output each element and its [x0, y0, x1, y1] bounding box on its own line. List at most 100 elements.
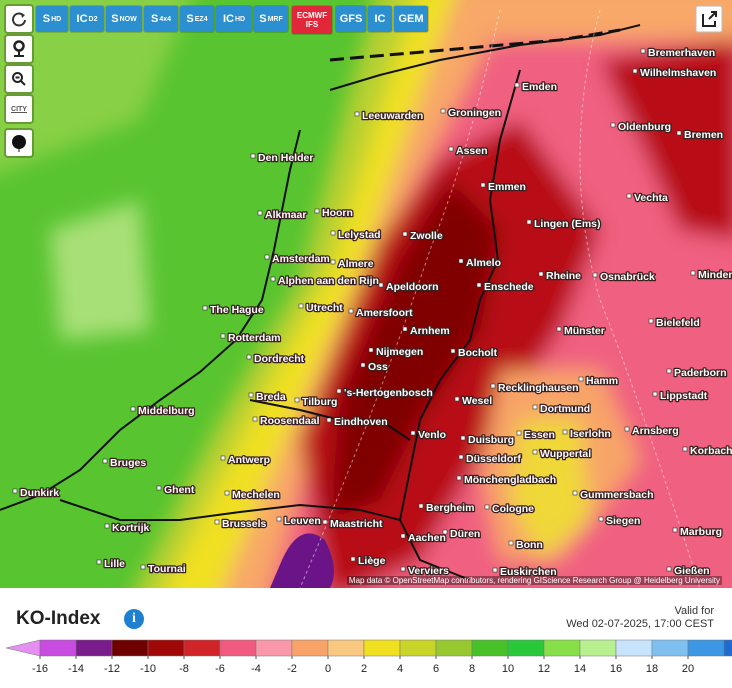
city-dot: [490, 383, 496, 389]
city-dot: [508, 540, 514, 546]
city-label: Bremerhaven: [648, 47, 715, 59]
city-label: Lippstadt: [660, 390, 708, 402]
city-dot: [418, 503, 424, 509]
city-label: Düsseldorf: [466, 453, 521, 465]
city-label: Dortmund: [540, 403, 590, 415]
refresh-button[interactable]: [6, 6, 32, 32]
marker-icon: [12, 135, 26, 152]
city-label: Alphen aan den Rijn: [278, 275, 379, 287]
city-label: Kortrijk: [112, 522, 150, 534]
city-label: Gießen: [674, 565, 710, 577]
scale-segment: [579, 639, 617, 657]
city-label: Assen: [456, 145, 488, 157]
city-label: Verviers: [408, 565, 449, 577]
marker-button[interactable]: [6, 130, 32, 156]
legend-scale: -16 -14 -12 -10 -8 -6 -4 -2 0 2 4 6 8 10 12 14 16 18 20: [5, 639, 732, 675]
model-button[interactable]: GFS: [336, 6, 366, 32]
city-label: Den Helder: [258, 152, 313, 164]
city-dot: [456, 475, 462, 481]
zoom-button[interactable]: [6, 66, 32, 92]
city-dot: [492, 567, 498, 573]
model-button[interactable]: IC D2: [70, 6, 104, 32]
scale-tick-label: 16: [610, 663, 622, 675]
city-dot: [460, 435, 466, 441]
legend-title: KO-Index: [16, 608, 101, 629]
scale-tick-label: 6: [433, 663, 439, 675]
map[interactable]: Bremerhaven Wilhelmshaven Emden Oldenburg Br…: [0, 0, 732, 588]
model-button[interactable]: S 4x4: [144, 6, 178, 32]
city-toggle[interactable]: CITY: [6, 96, 32, 122]
city-label: Nijmegen: [376, 346, 423, 358]
share-button[interactable]: [695, 5, 723, 33]
city-label: Marburg: [680, 526, 722, 538]
city-dot: [458, 454, 464, 460]
model-name: ECMWF: [296, 11, 328, 20]
city-dot: [598, 516, 604, 522]
city-dot: [448, 146, 454, 152]
city-label: Korbach: [690, 445, 732, 457]
city-dot: [640, 48, 646, 54]
locate-button[interactable]: [6, 36, 32, 62]
city-dot: [626, 193, 632, 199]
city-dot: [476, 282, 482, 288]
city-label: The Hague: [210, 304, 264, 316]
scale-segment: [435, 639, 473, 657]
scale-segment: [723, 639, 732, 657]
city-dot: [276, 516, 282, 522]
city-label: Emmen: [488, 181, 526, 193]
city-dot: [156, 485, 162, 491]
city-dot: [130, 406, 136, 412]
model-button[interactable]: GEM: [394, 6, 428, 32]
city-label: Paderborn: [674, 367, 727, 379]
scale-tick-label: -10: [140, 663, 156, 675]
city-dot: [538, 271, 544, 277]
ko-index-field: [0, 0, 732, 588]
scale-segment: [183, 639, 221, 657]
scale-tick-label: -14: [68, 663, 84, 675]
city-dot: [440, 108, 446, 114]
model-name: S: [150, 13, 159, 25]
city-label: Middelburg: [138, 405, 195, 417]
city-dot: [480, 182, 486, 188]
city-label: Roosendaal: [260, 415, 320, 427]
zoom-icon: [12, 72, 26, 86]
scale-tick-label: 18: [646, 663, 658, 675]
city-dot: [400, 533, 406, 539]
model-button[interactable]: S NOW: [106, 6, 142, 32]
city-label: Gummersbach: [580, 489, 654, 501]
city-dot: [666, 566, 672, 572]
city-dot: [672, 527, 678, 533]
scale-tick-label: -8: [179, 663, 189, 675]
scale-tick-label: 4: [397, 663, 403, 675]
model-button[interactable]: ECMWF IFS: [292, 6, 332, 34]
city-label: Leeuwarden: [362, 110, 423, 122]
city-label: Dordrecht: [254, 353, 305, 365]
city-label: Amersfoort: [356, 307, 413, 319]
city-label: Duisburg: [468, 434, 514, 446]
city-dot: [682, 446, 688, 452]
model-button[interactable]: IC HD: [216, 6, 252, 32]
city-label: Apeldoorn: [386, 281, 439, 293]
city-dot: [264, 254, 270, 260]
model-button[interactable]: S EZ4: [180, 6, 214, 32]
city-dot: [624, 426, 630, 432]
city-label: Rheine: [546, 270, 581, 282]
model-name: IC: [374, 13, 386, 25]
city-dot: [140, 564, 146, 570]
model-button[interactable]: IC: [368, 6, 392, 32]
city-dot: [354, 111, 360, 117]
city-label: Almelo: [466, 257, 501, 269]
info-button[interactable]: i: [124, 609, 144, 629]
city-label: Vechta: [634, 192, 668, 204]
city-dot: [360, 362, 366, 368]
scale-segment: [39, 639, 77, 657]
city-labels: Bremerhaven Wilhelmshaven Emden Oldenburg Br…: [12, 46, 732, 579]
city-dot: [314, 208, 320, 214]
scale-segment: [75, 639, 113, 657]
model-variant: MRF: [267, 15, 283, 23]
model-button[interactable]: S MRF: [254, 6, 288, 32]
model-button[interactable]: S HD: [36, 6, 68, 32]
model-name: GFS: [339, 13, 363, 25]
city-label: Brussels: [222, 518, 267, 530]
